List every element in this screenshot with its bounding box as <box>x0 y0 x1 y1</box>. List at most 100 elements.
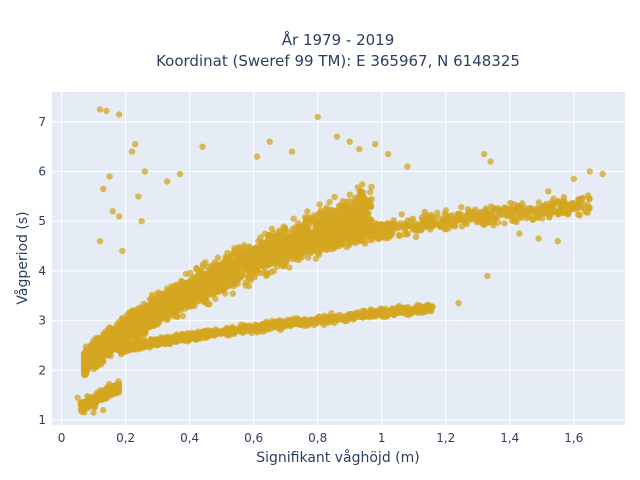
scatter-point <box>516 230 523 237</box>
scatter-point <box>281 250 288 257</box>
y-tick-label: 1 <box>38 413 46 427</box>
scatter-point <box>578 195 586 203</box>
scatter-point <box>569 202 576 210</box>
scatter-point <box>197 280 204 288</box>
scatter-point <box>328 208 336 215</box>
scatter-point <box>539 215 546 222</box>
scatter-point <box>291 243 298 250</box>
scatter-point <box>304 320 311 327</box>
scatter-point <box>138 318 146 325</box>
scatter-point <box>100 185 107 193</box>
scatter-point <box>599 170 606 178</box>
scatter-point <box>366 189 374 196</box>
scatter-point <box>333 133 341 140</box>
scatter-point <box>323 314 331 321</box>
scatter-point <box>318 234 326 242</box>
scatter-point <box>290 215 297 222</box>
scatter-point <box>283 237 290 244</box>
scatter-point <box>402 305 409 312</box>
scatter-point <box>149 310 156 317</box>
scatter-point <box>441 210 448 218</box>
scatter-point <box>375 229 382 236</box>
x-tick-label: 0,8 <box>308 431 327 445</box>
scatter-point <box>248 325 255 332</box>
scatter-point <box>255 238 262 245</box>
scatter-point <box>221 271 228 278</box>
scatter-point <box>145 322 152 330</box>
scatter-point <box>256 269 263 277</box>
scatter-point <box>268 244 275 252</box>
scatter-point <box>115 384 122 392</box>
scatter-point <box>335 210 342 217</box>
scatter-point <box>484 272 491 280</box>
scatter-point <box>164 178 171 185</box>
scatter-point <box>326 243 333 250</box>
x-tick-label: 0,6 <box>244 431 263 445</box>
scatter-point <box>84 401 91 409</box>
scatter-point <box>209 282 216 289</box>
scatter-point <box>141 308 149 315</box>
scatter-point <box>398 211 405 218</box>
scatter-point <box>390 219 397 226</box>
scatter-point <box>205 263 212 271</box>
scatter-point <box>191 291 199 298</box>
scatter-point <box>154 289 162 296</box>
scatter-point <box>238 266 245 273</box>
scatter-point <box>77 399 85 406</box>
y-tick-label: 2 <box>38 363 46 377</box>
scatter-point <box>181 294 188 302</box>
scatter-point <box>204 332 211 339</box>
scatter-point <box>312 255 320 262</box>
scatter-point <box>479 220 486 227</box>
scatter-point <box>273 249 281 256</box>
scatter-point <box>116 213 123 220</box>
scatter-point <box>105 351 113 359</box>
x-tick-label: 0,4 <box>180 431 199 445</box>
scatter-point <box>336 311 343 319</box>
scatter-point <box>377 305 385 312</box>
scatter-point <box>144 316 151 323</box>
scatter-point <box>179 312 186 320</box>
x-tick-label: 1,6 <box>564 431 583 445</box>
scatter-point <box>138 341 145 348</box>
scatter-point <box>151 305 158 312</box>
scatter-point <box>309 216 317 223</box>
scatter-point <box>266 253 274 260</box>
scatter-point <box>239 327 246 334</box>
scatter-point <box>279 262 286 270</box>
scatter-point <box>101 344 109 351</box>
scatter-point <box>199 143 206 150</box>
scatter-point <box>367 306 375 313</box>
scatter-point <box>446 213 453 220</box>
scatter-point <box>488 203 495 210</box>
scatter-point <box>301 220 309 227</box>
scatter-point <box>527 207 535 214</box>
scatter-point <box>381 310 388 317</box>
scatter-point <box>166 340 174 348</box>
scatter-point <box>354 184 362 191</box>
scatter-point <box>356 207 363 215</box>
scatter-point <box>316 314 323 322</box>
scatter-point <box>162 311 170 319</box>
scatter-point <box>399 223 406 230</box>
scatter-point <box>273 322 281 329</box>
scatter-point <box>228 265 236 272</box>
scatter-point <box>542 206 549 213</box>
scatter-point <box>321 212 328 219</box>
scatter-point <box>464 206 472 213</box>
scatter-point <box>256 251 263 258</box>
scatter-point <box>162 301 170 308</box>
scatter-point <box>259 327 266 334</box>
scatter-point <box>97 354 104 361</box>
scatter-point <box>299 240 306 247</box>
x-tick-label: 1,4 <box>500 431 519 445</box>
scatter-point <box>459 217 467 224</box>
scatter-point <box>247 270 254 277</box>
scatter-point <box>304 208 311 215</box>
scatter-point <box>175 335 182 342</box>
scatter-point <box>131 311 138 319</box>
scatter-point <box>350 311 357 319</box>
scatter-point <box>147 296 155 303</box>
scatter-point <box>506 205 514 212</box>
scatter-point <box>185 279 192 286</box>
